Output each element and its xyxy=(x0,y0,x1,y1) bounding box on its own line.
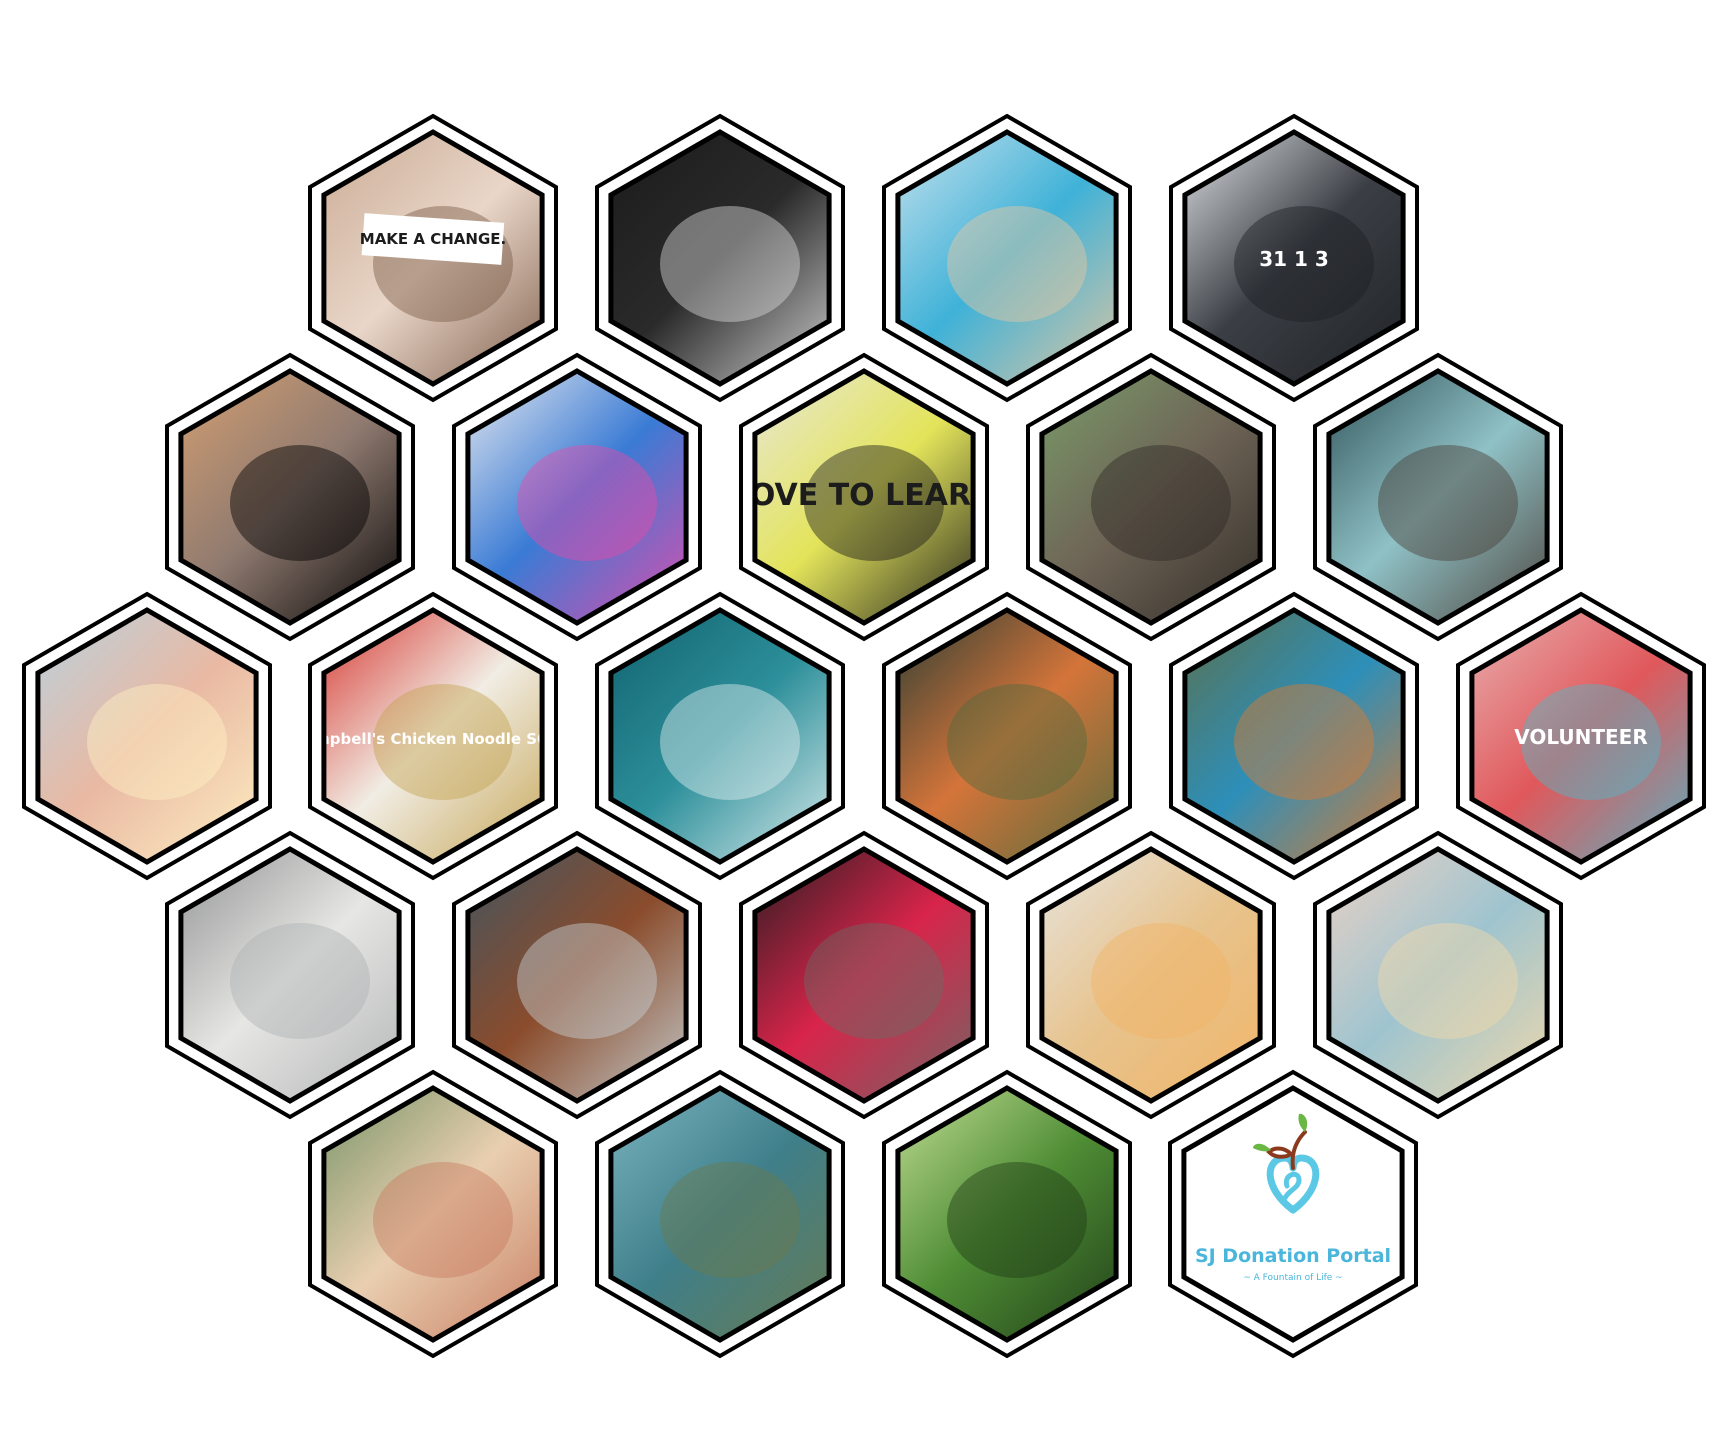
photo-caption-make-a-change: MAKE A CHANGE. xyxy=(360,230,506,248)
hex-frame-inner xyxy=(321,1085,545,1343)
hex-frame-inner xyxy=(465,846,689,1104)
photo-caption-soup-cans: Campbell's Chicken Noodle SOUP xyxy=(293,730,573,748)
hex-frame-inner xyxy=(608,607,832,865)
hex-tile-violinist xyxy=(452,830,702,1120)
hex-tile-make-a-change: MAKE A CHANGE. xyxy=(308,113,558,403)
hex-frame-inner xyxy=(1182,129,1406,387)
photo-subject xyxy=(804,923,944,1039)
hex-tile-surgeon xyxy=(1313,352,1563,642)
hex-tile-child-painting xyxy=(452,352,702,642)
photo-subject xyxy=(660,206,800,322)
hex-tile-volunteer-back: VOLUNTEER xyxy=(1456,591,1706,881)
hex-frame-inner xyxy=(1326,846,1550,1104)
hex-tile-hands-lights xyxy=(22,591,272,881)
hex-frame-inner xyxy=(321,129,545,387)
hex-frame-inner xyxy=(1182,607,1406,865)
leaf-icon xyxy=(1253,1143,1271,1152)
photo-subject xyxy=(1378,445,1518,561)
photo-subject xyxy=(1521,684,1661,800)
hex-frame-inner xyxy=(752,368,976,626)
photo-caption-computer-lab: 31 1 3 xyxy=(1259,247,1329,271)
hex-tile-kingfisher xyxy=(1169,591,1419,881)
hex-tile-ocean-waves xyxy=(595,591,845,881)
hex-frame-inner xyxy=(465,368,689,626)
paper-note xyxy=(361,213,505,265)
photo-subject xyxy=(1234,684,1374,800)
photo-subject xyxy=(947,684,1087,800)
hex-frame-inner xyxy=(895,129,1119,387)
hex-frame-inner xyxy=(35,607,259,865)
hex-tile-love-to-learn: LOVE TO LEARN xyxy=(732,352,996,642)
hex-tile-raccoon xyxy=(1026,352,1276,642)
hex-frame-inner xyxy=(752,846,976,1104)
sprout-stem-icon xyxy=(1266,1130,1307,1170)
photo-subject xyxy=(804,445,944,561)
hex-tile-autumn-forest xyxy=(882,591,1132,881)
photo-subject xyxy=(947,1162,1087,1278)
photo-subject xyxy=(660,684,800,800)
photo-subject xyxy=(1234,206,1374,322)
hex-frame-inner xyxy=(1469,607,1693,865)
photo-subject xyxy=(87,684,227,800)
photo-subject xyxy=(373,684,513,800)
hex-tile-silhouette-reading xyxy=(165,352,415,642)
hex-frame-inner xyxy=(895,1085,1119,1343)
hex-frame-inner xyxy=(178,368,402,626)
leaf-icon xyxy=(1298,1113,1308,1132)
hex-tile-bamboo-forest xyxy=(882,1069,1132,1359)
sj-donation-portal-logo: SJ Donation Portal ~ A Fountain of Life … xyxy=(1168,1069,1418,1359)
hex-frame-inner xyxy=(1039,846,1263,1104)
photo-subject xyxy=(660,1162,800,1278)
logo-title: SJ Donation Portal xyxy=(1195,1245,1391,1267)
photo-subject xyxy=(1091,445,1231,561)
logo-tagline: ~ A Fountain of Life ~ xyxy=(1243,1273,1342,1283)
hex-frame-inner xyxy=(1326,368,1550,626)
photo-caption-volunteer-back: VOLUNTEER xyxy=(1514,725,1648,749)
photo-subject xyxy=(1091,923,1231,1039)
hex-frame-inner xyxy=(608,1085,832,1343)
heart-inner-swirl xyxy=(1282,1171,1302,1201)
photo-subject xyxy=(373,1162,513,1278)
hex-tile-fist-bump xyxy=(595,113,845,403)
photo-subject xyxy=(517,923,657,1039)
hex-tile-elderly-man-mask xyxy=(165,830,415,1120)
hex-frame-inner xyxy=(321,607,545,865)
hex-tile-sea-turtle xyxy=(595,1069,845,1359)
heart-sprout-icon xyxy=(1253,1113,1320,1214)
hex-frame-inner xyxy=(1039,368,1263,626)
hex-tile-volunteer-child xyxy=(882,113,1132,403)
hex-tile-beach-sunset xyxy=(1313,830,1563,1120)
photo-subject xyxy=(947,206,1087,322)
hex-tile-soup-cans: Campbell's Chicken Noodle SOUP xyxy=(293,591,573,881)
logo-hex-frame-inner xyxy=(1181,1085,1405,1343)
hex-frame-inner xyxy=(895,607,1119,865)
photo-subject xyxy=(517,445,657,561)
hex-tile-smiling-woman xyxy=(1026,830,1276,1120)
hex-tile-computer-lab: 31 1 3 xyxy=(1169,113,1419,403)
photo-subject xyxy=(230,445,370,561)
hex-tile-woman-flowers xyxy=(308,1069,558,1359)
hex-tile-man-with-dog xyxy=(739,830,989,1120)
photo-subject xyxy=(1378,923,1518,1039)
photo-caption-love-to-learn: LOVE TO LEARN xyxy=(732,478,996,513)
photo-soup-cans: Campbell's Chicken Noodle SOUP xyxy=(293,610,573,862)
hex-frame-inner xyxy=(178,846,402,1104)
photo-subject xyxy=(230,923,370,1039)
hex-frame-inner xyxy=(608,129,832,387)
